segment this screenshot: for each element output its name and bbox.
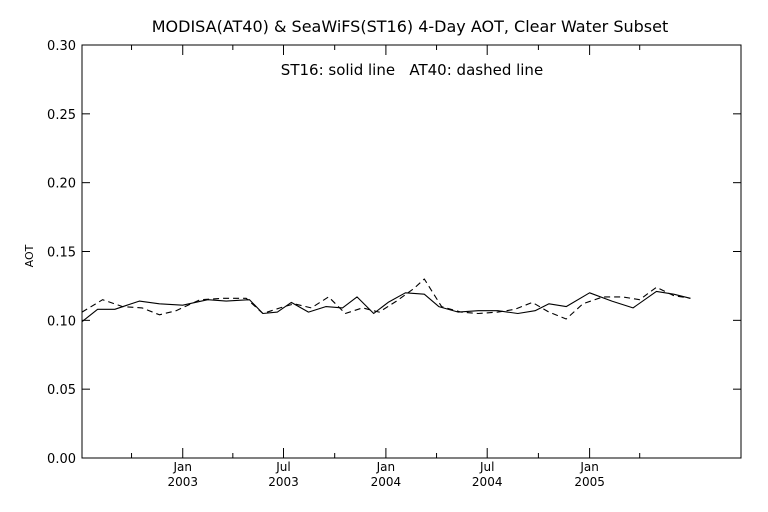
x-tick-month-label: Jan bbox=[579, 460, 599, 474]
line-style-annotation: ST16: solid line AT40: dashed line bbox=[281, 61, 543, 79]
y-tick-label: 0.25 bbox=[47, 108, 76, 123]
y-tick-label: 0.05 bbox=[47, 383, 76, 398]
x-tick-year-label: 2004 bbox=[371, 475, 402, 489]
x-tick-year-label: 2005 bbox=[574, 475, 605, 489]
x-tick-month-label: Jul bbox=[275, 460, 290, 474]
y-tick-label: 0.10 bbox=[47, 314, 76, 329]
y-axis-label: AOT bbox=[23, 244, 36, 267]
x-tick-month-label: Jan bbox=[376, 460, 396, 474]
x-tick-year-label: 2003 bbox=[268, 475, 299, 489]
y-tick-label: 0.00 bbox=[47, 452, 76, 467]
x-tick-year-label: 2003 bbox=[167, 475, 198, 489]
plot-area-frame bbox=[81, 44, 742, 459]
x-tick-month-label: Jan bbox=[172, 460, 192, 474]
x-tick-month-label: Jul bbox=[479, 460, 494, 474]
y-tick-label: 0.20 bbox=[47, 177, 76, 192]
series-line-at40 bbox=[81, 278, 691, 320]
chart-title: MODISA(AT40) & SeaWiFS(ST16) 4-Day AOT, … bbox=[152, 17, 669, 36]
x-tick-year-label: 2004 bbox=[472, 475, 503, 489]
y-tick-label: 0.15 bbox=[47, 246, 76, 261]
y-tick-label: 0.30 bbox=[47, 39, 76, 54]
